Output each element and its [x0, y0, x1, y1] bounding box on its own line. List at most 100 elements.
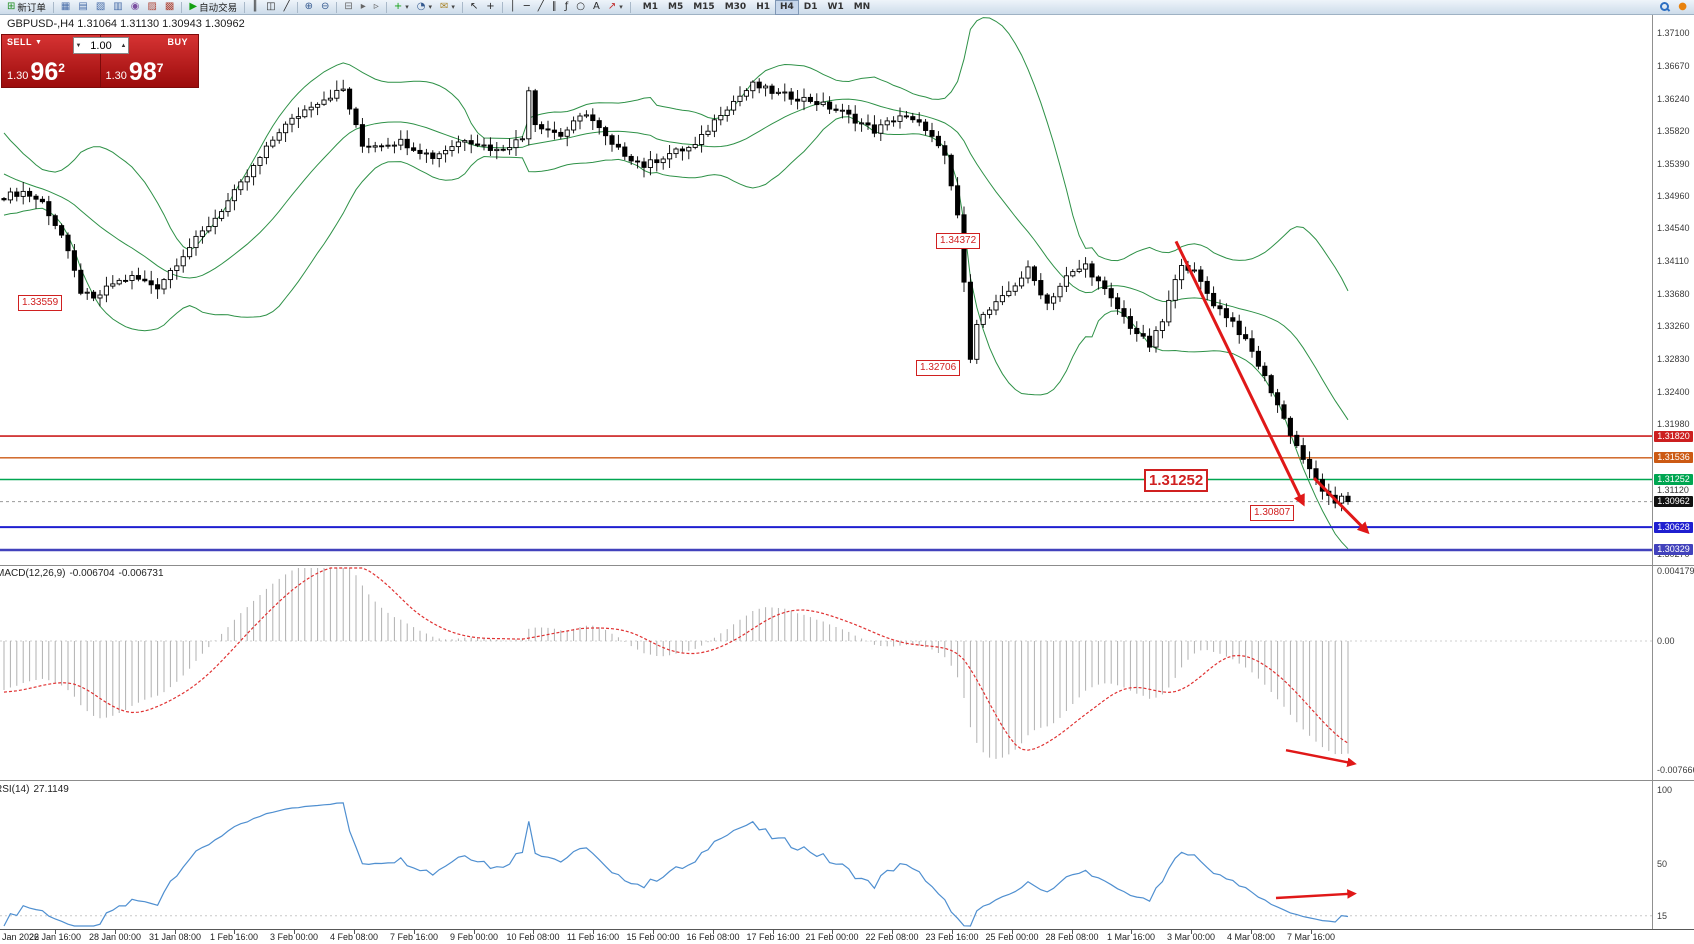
periods-button[interactable]: ◔ ▾ [413, 0, 436, 15]
time-axis-label: 4 Mar 08:00 [1226, 932, 1276, 942]
price-callout-label[interactable]: 1.30807 [1250, 505, 1295, 521]
macd-signal-line [3, 567, 1349, 751]
price-axis-label: 1.36670 [1657, 61, 1690, 71]
timeframe-w1-button[interactable]: W1 [827, 2, 844, 12]
price-callout-label[interactable]: 1.34372 [936, 233, 981, 249]
new-chart-icon[interactable]: ▨ [143, 0, 160, 15]
market-watch-icon: ▦ [60, 1, 71, 12]
price-axis-label: 1.33680 [1657, 289, 1690, 299]
price-callout-label[interactable]: 1.32706 [916, 360, 961, 376]
volume-increase-button[interactable]: ▲ [120, 42, 127, 49]
horizontal-line-icon[interactable]: ─ [520, 0, 534, 15]
autotrading-button[interactable]: ▶ 自动交易 [185, 0, 241, 15]
templates-button[interactable]: ✉ ▾ [436, 0, 459, 15]
strategy-tester-icon[interactable]: ◉ [127, 0, 144, 15]
volume-decrease-button[interactable]: ▼ [75, 42, 82, 49]
buy-button[interactable]: BUY 1.30 98 7 [100, 35, 198, 87]
shapes-icon[interactable]: ○ [572, 0, 589, 15]
bid-price-pips: 96 [30, 58, 59, 86]
time-axis-label: 26 Jan 16:00 [28, 932, 82, 942]
price-axis[interactable]: 1.37100 1.36670 1.36240 1.35820 1.35390 1.349… [1652, 15, 1694, 929]
price-axis-label: 1.33260 [1657, 321, 1690, 331]
new-order-button[interactable]: ⊞ 新订单 [3, 0, 50, 15]
chart-shift-icon[interactable]: ▹ [370, 0, 383, 15]
search-icon[interactable] [1660, 2, 1670, 12]
time-axis-label: 3 Mar 00:00 [1166, 932, 1216, 942]
terminal-icon: ▥ [113, 1, 123, 12]
data-window-icon[interactable]: ▤ [74, 0, 91, 15]
candlestick-chart-icon[interactable]: ◫ [262, 0, 279, 15]
time-axis-tick [234, 930, 235, 934]
macd-arrow[interactable] [1285, 749, 1357, 768]
arrows-button[interactable]: ↗ ▾ [604, 0, 627, 15]
price-axis-label: 1.34540 [1657, 223, 1690, 233]
macd-panel-separator[interactable] [0, 565, 1694, 566]
price-callout-label[interactable]: 1.33559 [18, 295, 63, 311]
timeframe-m30-button[interactable]: M30 [724, 2, 747, 12]
time-axis-tick [1072, 930, 1073, 934]
time-axis-label: 10 Feb 08:00 [506, 932, 560, 942]
volume-input[interactable] [83, 39, 119, 52]
crosshair-icon[interactable]: + [482, 0, 498, 15]
ask-price-pipette: 7 [156, 61, 164, 75]
time-axis-label: 4 Feb 08:00 [329, 932, 379, 942]
toolbar-separator [336, 1, 338, 13]
zoom-in-icon: ⊕ [304, 1, 313, 12]
notification-icon[interactable]: ● [1678, 1, 1687, 12]
chart-symbol-title: GBPUSD-,H4 1.31064 1.31130 1.30943 1.309… [7, 18, 245, 30]
vertical-line-icon[interactable]: │ [506, 0, 520, 15]
timeframe-d1-button[interactable]: D1 [803, 2, 818, 12]
zoom-out-icon[interactable]: ⊖ [317, 0, 333, 15]
timeframe-mn-button[interactable]: MN [853, 2, 871, 12]
timeframe-m15-button[interactable]: M15 [693, 2, 715, 12]
navigator-icon[interactable]: ▧ [92, 0, 109, 15]
timeframe-m1-button[interactable]: M1 [642, 2, 658, 12]
cursor-icon[interactable]: ↖ [466, 0, 482, 15]
rsi-panel-separator[interactable] [0, 780, 1694, 781]
market-watch-icon[interactable]: ▦ [57, 0, 74, 15]
indicators-button[interactable]: + ▾ [390, 0, 413, 15]
macd-axis-label: 0.004179 [1657, 566, 1694, 576]
time-axis-tick [832, 930, 833, 934]
tile-windows-icon[interactable]: ⊟ [340, 0, 356, 15]
time-axis-tick [1311, 930, 1312, 934]
fibonacci-icon[interactable]: ƒ [561, 0, 573, 15]
trend-arrow-2[interactable] [1312, 477, 1370, 535]
profiles-icon[interactable]: ▩ [161, 0, 178, 15]
time-axis-tick [115, 930, 116, 934]
rsi-arrow[interactable] [1275, 889, 1357, 900]
bar-chart-icon[interactable]: ║ [248, 0, 262, 15]
time-axis[interactable]: Jan 2022 26 Jan 16:00 28 Jan 00:00 31 Jan 0… [0, 929, 1694, 944]
horizontal-line-icon: ─ [523, 1, 530, 12]
terminal-icon[interactable]: ▥ [109, 0, 126, 15]
sell-dropdown-icon[interactable]: ▼ [35, 38, 43, 46]
price-callout-label[interactable]: 1.31252 [1144, 469, 1209, 492]
bid-price-pipette: 2 [58, 61, 65, 75]
trendline-icon[interactable]: ╱ [534, 0, 548, 15]
rsi-axis-label: 50 [1657, 859, 1668, 869]
price-axis-label: 1.31980 [1657, 419, 1690, 429]
trend-arrow-1[interactable] [1174, 240, 1305, 507]
sell-button[interactable]: SELL ▼ 1.30 96 2 [2, 35, 101, 87]
one-click-trading-panel: SELL ▼ 1.30 96 2 BUY 1.30 98 7 ▼ ▲ [1, 34, 199, 88]
timeframe-h4-button[interactable]: H4 [774, 0, 799, 15]
timeframe-m5-button[interactable]: M5 [668, 2, 684, 12]
toolbar-separator [296, 1, 298, 13]
dropdown-caret-icon: ▾ [405, 3, 409, 11]
line-chart-icon[interactable]: ╱ [280, 0, 294, 15]
price-axis-tag-1.31536: 1.31536 [1654, 452, 1693, 463]
time-axis-label: 23 Feb 16:00 [925, 932, 979, 942]
ask-price-prefix: 1.30 [105, 70, 127, 82]
auto-scroll-icon[interactable]: ▸ [357, 0, 370, 15]
time-axis-label: 1 Feb 16:00 [209, 932, 259, 942]
timeframe-h1-button[interactable]: H1 [756, 2, 770, 12]
equidistant-channel-icon: ∥ [551, 1, 557, 12]
rsi-indicator-label: RSI(14)27.1149 [0, 784, 69, 795]
equidistant-channel-icon[interactable]: ∥ [548, 0, 561, 15]
zoom-in-icon[interactable]: ⊕ [301, 0, 317, 15]
text-icon[interactable]: A [589, 0, 604, 15]
time-axis-tick [1012, 930, 1013, 934]
chart-shift-icon: ▹ [373, 1, 379, 12]
time-axis-tick [773, 930, 774, 934]
